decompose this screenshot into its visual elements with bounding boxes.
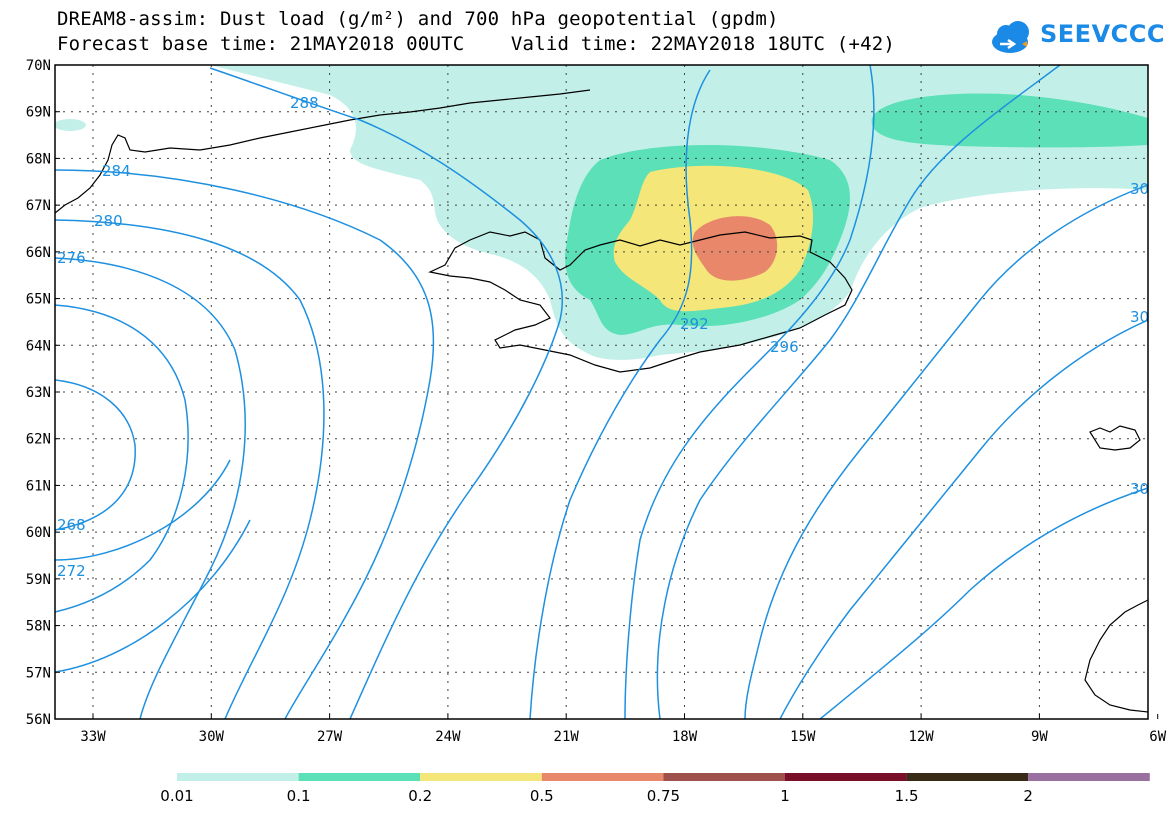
colorbar-swatch	[663, 773, 785, 781]
lat-label: 68N	[26, 151, 51, 167]
contour-label: 268	[57, 516, 86, 534]
lat-label: 64N	[26, 338, 51, 354]
title-line-1: DREAM8-assim: Dust load (g/m²) and 700 h…	[57, 8, 779, 30]
contour-280	[55, 219, 325, 719]
dust-area-0.5	[692, 216, 778, 281]
lat-label: 56N	[26, 712, 51, 728]
colorbar: 0.01 0.1 0.2 0.5 0.75 1 1.5 2	[160, 773, 1150, 805]
contour-292	[529, 69, 711, 719]
contour-300	[744, 184, 1148, 719]
contour-label-group: 288 284 280 276 268 272 292 296 30 30 30	[57, 94, 1149, 580]
lon-label: 21W	[554, 729, 580, 745]
contour-268	[55, 379, 136, 531]
contour-288	[209, 67, 564, 719]
contour-label: 296	[770, 338, 799, 356]
colorbar-swatch	[906, 773, 1029, 781]
iceland-coast	[428, 231, 853, 373]
contour-label: 30	[1130, 308, 1149, 326]
faroe-coast	[1089, 425, 1141, 451]
coastlines	[55, 89, 1148, 713]
contour-296	[624, 65, 875, 719]
colorbar-label: 2	[1023, 787, 1033, 805]
lat-label: 65N	[26, 292, 51, 308]
lon-label: 12W	[908, 729, 934, 745]
title-line-2: Forecast base time: 21MAY2018 00UTC Vali…	[57, 33, 896, 55]
colorbar-swatch	[420, 773, 542, 781]
colorbar-swatch	[785, 773, 907, 781]
contour-label: 284	[102, 162, 131, 180]
lat-label: 57N	[26, 665, 51, 681]
contour-308	[819, 487, 1148, 719]
colorbar-label: 0.2	[408, 787, 432, 805]
lat-label: 69N	[26, 105, 51, 121]
colorbar-label: 0.01	[160, 787, 193, 805]
contour-label: 280	[94, 212, 123, 230]
colorbar-label: 0.1	[287, 787, 311, 805]
lat-label: 63N	[26, 385, 51, 401]
lon-label: 6W	[1149, 729, 1166, 745]
colorbar-label: 0.75	[647, 787, 680, 805]
lon-label: 9W	[1031, 729, 1048, 745]
lat-label: 61N	[26, 478, 51, 494]
contour-300-north	[656, 65, 1061, 719]
colorbar-label: 1	[780, 787, 790, 805]
contour-284	[55, 169, 435, 719]
contour-264	[55, 459, 231, 561]
contour-304	[779, 319, 1148, 719]
lat-lon-grid	[55, 65, 1148, 719]
colorbar-label: 0.5	[530, 787, 554, 805]
seevccc-logo	[992, 21, 1029, 53]
contour-label: 30	[1130, 480, 1149, 498]
lon-label: 18W	[672, 729, 698, 745]
scotland-coast	[1084, 599, 1148, 713]
latitude-labels: 70N 69N 68N 67N 66N 65N 64N 63N 62N 61N 60N 59N 58N 5…	[26, 58, 60, 728]
lon-label: 15W	[790, 729, 816, 745]
geopotential-contours	[55, 65, 1148, 719]
lon-label: 27W	[317, 729, 343, 745]
contour-272	[55, 304, 189, 613]
dust-area-0.01-patch	[55, 119, 86, 131]
colorbar-label: 1.5	[895, 787, 919, 805]
lon-label: 24W	[435, 729, 461, 745]
lat-label: 67N	[26, 198, 51, 214]
contour-label: 292	[680, 315, 709, 333]
greenland-coast	[55, 89, 591, 214]
lon-label: 33W	[80, 729, 106, 745]
contour-276	[55, 257, 246, 719]
contour-label: 276	[57, 249, 86, 267]
lat-label: 58N	[26, 619, 51, 635]
contour-label: 272	[57, 562, 86, 580]
dust-area-0.1-north	[871, 93, 1148, 148]
cloud-icon	[992, 21, 1029, 53]
logo-text: SEEVCCC	[1040, 20, 1165, 48]
contour-label: 30	[1130, 180, 1149, 198]
colorbar-swatch	[541, 773, 664, 781]
contour-260	[55, 519, 251, 673]
longitude-labels: 33W 30W 27W 24W 21W 18W 15W 12W 9W 6W	[80, 714, 1167, 745]
dust-field	[55, 65, 1148, 360]
lat-label: 60N	[26, 525, 51, 541]
lon-label: 30W	[199, 729, 225, 745]
colorbar-swatch	[298, 773, 421, 781]
lat-label: 66N	[26, 245, 51, 261]
lat-label: 62N	[26, 432, 51, 448]
colorbar-swatch	[1028, 773, 1150, 781]
contour-label: 288	[290, 94, 319, 112]
colorbar-swatch	[177, 773, 299, 781]
lat-label: 70N	[26, 58, 51, 74]
lat-label: 59N	[26, 572, 51, 588]
